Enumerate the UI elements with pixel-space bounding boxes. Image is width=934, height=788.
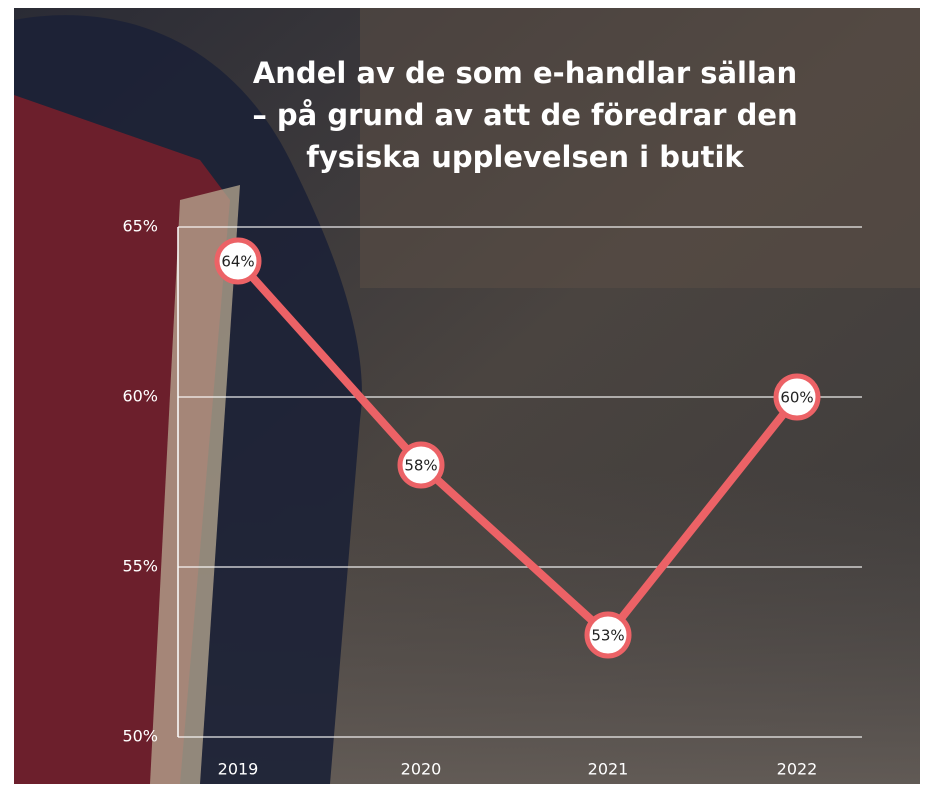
data-label: 58%	[404, 457, 437, 475]
title-line: – på grund av att de föredrar den	[252, 98, 797, 132]
chart-title: Andel av de som e-handlar sällan – på gru…	[252, 56, 797, 174]
data-label: 64%	[221, 253, 254, 271]
title-line: Andel av de som e-handlar sällan	[253, 56, 797, 90]
y-tick-label: 65%	[122, 217, 158, 236]
y-tick-label: 60%	[122, 387, 158, 406]
y-tick-label: 55%	[122, 557, 158, 576]
title-line: fysiska upplevelsen i butik	[306, 140, 744, 174]
x-tick-label: 2021	[588, 760, 629, 779]
x-tick-label: 2019	[218, 760, 259, 779]
x-tick-label: 2022	[777, 760, 818, 779]
x-tick-label: 2020	[401, 760, 442, 779]
y-tick-label: 50%	[122, 727, 158, 746]
data-label: 53%	[591, 627, 624, 645]
data-label: 60%	[780, 389, 813, 407]
chart: Andel av de som e-handlar sällan – på gru…	[0, 0, 934, 784]
page: {"chart_data": {"type": "line", "title":…	[0, 0, 934, 784]
